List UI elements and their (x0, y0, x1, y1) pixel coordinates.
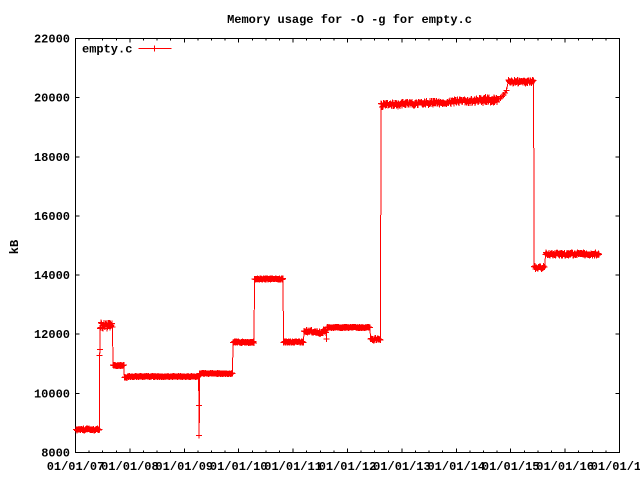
svg-text:01/01/16: 01/01/16 (536, 460, 594, 474)
svg-text:18000: 18000 (34, 151, 70, 165)
svg-text:16000: 16000 (34, 210, 70, 224)
svg-text:12000: 12000 (34, 328, 70, 342)
svg-text:01/01/12: 01/01/12 (319, 460, 377, 474)
svg-text:01/01/15: 01/01/15 (482, 460, 540, 474)
svg-text:8000: 8000 (41, 447, 70, 461)
svg-text:01/01/11: 01/01/11 (264, 460, 322, 474)
svg-text:10000: 10000 (34, 387, 70, 401)
svg-text:01/01/17: 01/01/17 (591, 460, 640, 474)
svg-text:01/01/09: 01/01/09 (155, 460, 213, 474)
svg-text:20000: 20000 (34, 92, 70, 106)
svg-text:empty.c: empty.c (82, 43, 132, 57)
svg-text:01/01/07: 01/01/07 (47, 460, 105, 474)
svg-text:Memory usage for -O -g for emp: Memory usage for -O -g for empty.c (227, 13, 472, 27)
svg-text:kB: kB (8, 240, 22, 254)
svg-text:14000: 14000 (34, 269, 70, 283)
svg-text:01/01/10: 01/01/10 (210, 460, 268, 474)
svg-text:01/01/13: 01/01/13 (373, 460, 431, 474)
svg-text:01/01/08: 01/01/08 (101, 460, 159, 474)
svg-text:01/01/14: 01/01/14 (427, 460, 485, 474)
svg-text:22000: 22000 (34, 33, 70, 47)
